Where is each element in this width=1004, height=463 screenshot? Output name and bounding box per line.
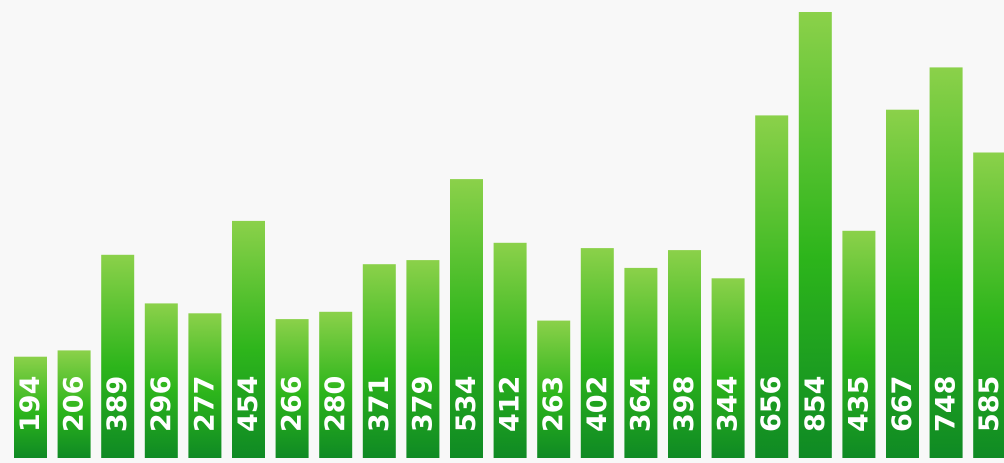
bar-value-label-13: 263 (538, 376, 569, 432)
bar-20 (842, 230, 876, 458)
bar-value-label-5: 277 (189, 376, 220, 432)
bar-value-label-10: 379 (407, 376, 438, 432)
bar-4 (144, 303, 178, 458)
bar-3 (101, 254, 135, 458)
bar-value-label-20: 435 (843, 376, 874, 432)
bar-11 (450, 179, 483, 458)
bars-group (14, 12, 1004, 459)
bar-value-label-3: 389 (102, 376, 133, 432)
bar-23 (973, 152, 1004, 458)
bar-value-label-22: 748 (931, 376, 962, 432)
bar-value-label-11: 534 (451, 376, 482, 432)
bar-value-label-7: 266 (277, 376, 308, 432)
bar-1 (14, 356, 47, 458)
bar-19 (798, 12, 832, 458)
bar-value-label-15: 364 (625, 376, 656, 432)
bar-13 (537, 320, 571, 458)
bar-21 (886, 109, 919, 458)
bar-value-label-1: 194 (15, 376, 46, 432)
bar-8 (319, 311, 353, 458)
bar-value-label-2: 206 (59, 376, 90, 432)
bar-value-label-17: 344 (713, 376, 744, 432)
bar-value-label-6: 454 (233, 376, 264, 432)
bar-value-label-12: 412 (495, 376, 526, 432)
bar-value-label-18: 656 (756, 376, 787, 432)
bar-9 (362, 264, 396, 458)
bar-12 (493, 242, 527, 458)
data-labels-group: 194 206 389 296 277 454 266 280 371 379 534 412 263 4… (15, 376, 1004, 432)
bar-value-label-19: 854 (800, 376, 831, 432)
bar-22 (929, 67, 963, 459)
bar-value-label-4: 296 (146, 376, 177, 432)
bar-value-label-16: 398 (669, 376, 700, 432)
bar-2 (57, 350, 91, 458)
bar-value-label-8: 280 (320, 376, 351, 432)
bar-value-label-23: 585 (974, 376, 1004, 432)
bar-14 (580, 248, 614, 458)
bar-10 (406, 260, 440, 458)
bar-18 (755, 115, 789, 459)
bar-value-label-9: 371 (364, 376, 395, 432)
bar-16 (668, 250, 701, 458)
bar-7 (275, 319, 309, 458)
bar-15 (624, 267, 658, 458)
bar-17 (711, 278, 745, 458)
bar-5 (188, 313, 222, 458)
bar-value-label-21: 667 (887, 376, 918, 432)
bar-6 (232, 220, 265, 458)
bar-value-label-14: 402 (582, 376, 613, 432)
